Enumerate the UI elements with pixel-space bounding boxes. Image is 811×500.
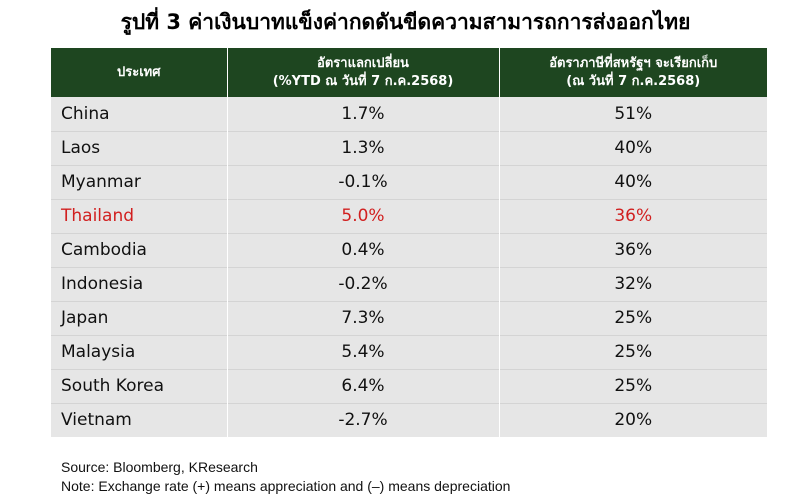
page-title: รูปที่ 3 ค่าเงินบาทแข็งค่ากดดันขีดความสา… <box>120 10 691 34</box>
country-cell: Vietnam <box>51 402 227 437</box>
exchange-rate-cell: 0.4% <box>226 232 499 267</box>
country-cell: Thailand <box>51 198 227 233</box>
exchange-rate-cell: -2.7% <box>226 402 499 437</box>
exchange-rate-cell: 7.3% <box>226 300 499 335</box>
table-row: China 1.7% 51% <box>51 97 767 131</box>
tariff-cell: 20% <box>498 402 767 437</box>
exchange-rate-cell: -0.1% <box>226 164 499 199</box>
header-country-label: ประเทศ <box>117 64 161 80</box>
table-row: Japan 7.3% 25% <box>51 300 767 335</box>
tariff-cell: 25% <box>498 300 767 335</box>
tariff-cell: 36% <box>498 232 767 267</box>
tariff-cell: 36% <box>498 198 767 233</box>
source-note: Source: Bloomberg, KResearch <box>61 459 258 475</box>
header-exchange-rate: อัตราแลกเปลี่ยน (%YTD ณ วันที่ 7 ก.ค.256… <box>226 48 499 97</box>
header-exchange-rate-line1: อัตราแลกเปลี่ยน <box>317 55 409 71</box>
country-table-container: ประเทศ อัตราแลกเปลี่ยน (%YTD ณ วันที่ 7 … <box>51 48 767 437</box>
exchange-rate-note: Note: Exchange rate (+) means appreciati… <box>61 478 511 494</box>
header-country: ประเทศ <box>51 48 227 97</box>
table-row: South Korea 6.4% 25% <box>51 368 767 403</box>
tariff-cell: 40% <box>498 164 767 199</box>
header-us-tariff: อัตราภาษีที่สหรัฐฯ จะเรียกเก็บ (ณ วันที่… <box>498 48 767 97</box>
country-cell: Indonesia <box>51 266 227 301</box>
table-header-row: ประเทศ อัตราแลกเปลี่ยน (%YTD ณ วันที่ 7 … <box>51 48 767 97</box>
country-cell: Laos <box>51 130 227 165</box>
footnotes: Source: Bloomberg, KResearch Note: Excha… <box>61 458 510 496</box>
country-cell: Cambodia <box>51 232 227 267</box>
tariff-cell: 32% <box>498 266 767 301</box>
exchange-rate-cell: 5.0% <box>226 198 499 233</box>
country-cell: Myanmar <box>51 164 227 199</box>
tariff-cell: 25% <box>498 334 767 369</box>
header-exchange-rate-line2: (%YTD ณ วันที่ 7 ก.ค.2568) <box>272 73 454 89</box>
table-row: Indonesia -0.2% 32% <box>51 266 767 301</box>
table-row: Malaysia 5.4% 25% <box>51 334 767 369</box>
table-row: Cambodia 0.4% 36% <box>51 232 767 267</box>
exchange-rate-cell: 5.4% <box>226 334 499 369</box>
country-cell: China <box>51 97 227 131</box>
header-us-tariff-line2: (ณ วันที่ 7 ก.ค.2568) <box>566 73 701 89</box>
country-cell: Malaysia <box>51 334 227 369</box>
exchange-rate-cell: -0.2% <box>226 266 499 301</box>
tariff-cell: 40% <box>498 130 767 165</box>
country-cell: Japan <box>51 300 227 335</box>
table-row: Laos 1.3% 40% <box>51 130 767 165</box>
table-row: Myanmar -0.1% 40% <box>51 164 767 199</box>
tariff-cell: 51% <box>498 97 767 131</box>
country-table: ประเทศ อัตราแลกเปลี่ยน (%YTD ณ วันที่ 7 … <box>51 48 767 437</box>
table-row-highlighted: Thailand 5.0% 36% <box>51 198 767 233</box>
exchange-rate-cell: 6.4% <box>226 368 499 403</box>
header-us-tariff-line1: อัตราภาษีที่สหรัฐฯ จะเรียกเก็บ <box>549 55 718 71</box>
exchange-rate-cell: 1.3% <box>226 130 499 165</box>
table-row: Vietnam -2.7% 20% <box>51 402 767 437</box>
tariff-cell: 25% <box>498 368 767 403</box>
country-cell: South Korea <box>51 368 227 403</box>
exchange-rate-cell: 1.7% <box>226 97 499 131</box>
